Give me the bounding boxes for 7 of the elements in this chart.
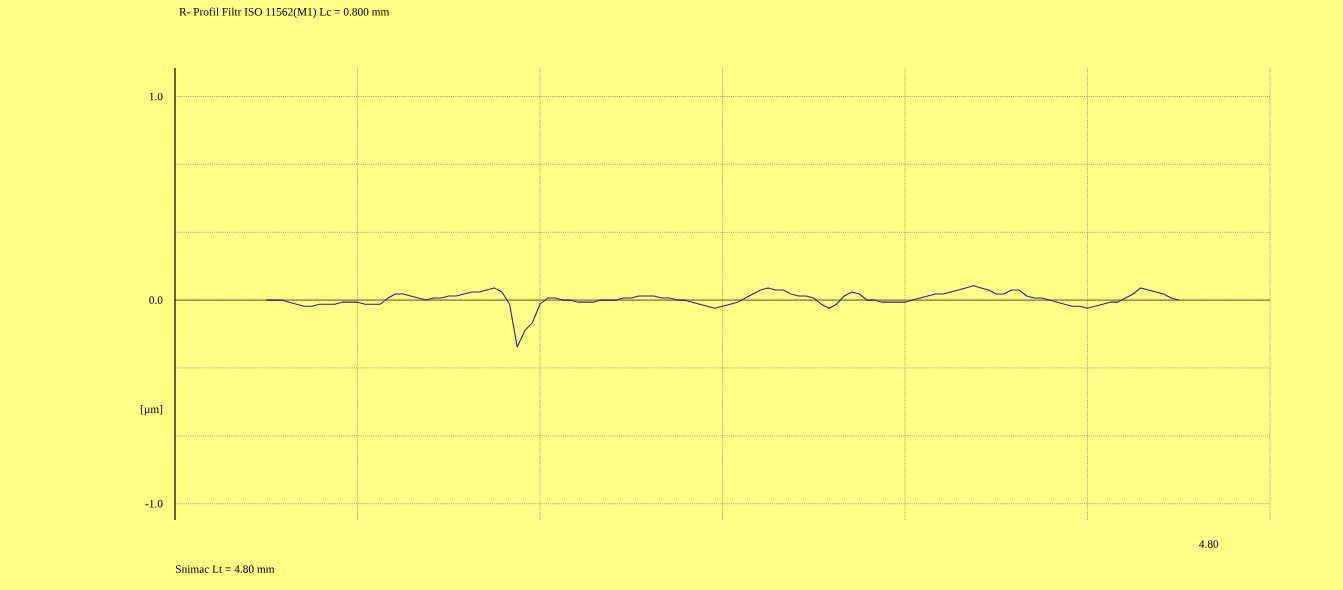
chart-title: R- Profil Filtr ISO 11562(M1) Lc = 0.800 mm — [179, 7, 390, 18]
text: 4.80 — [1199, 540, 1219, 548]
y-tick-label: -1.0 — [145, 499, 163, 508]
y-tick-label: 0.0 — [149, 296, 163, 304]
text: Snimac Lt = 4.80 mm — [176, 565, 275, 573]
y-axis-title: [µm] — [140, 405, 163, 416]
y-tick-label: 1.0 — [149, 92, 163, 101]
